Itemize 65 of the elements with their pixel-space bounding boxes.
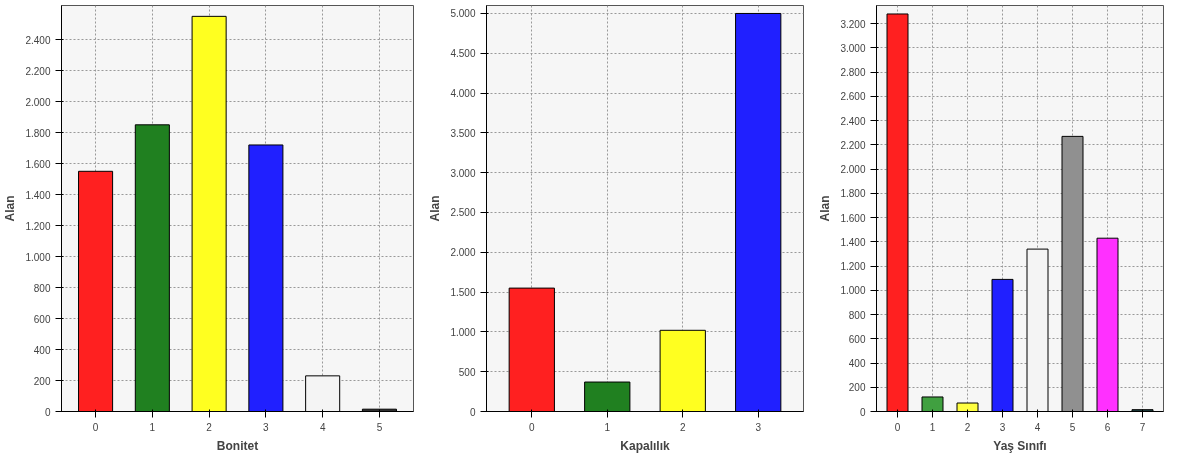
y-tick-label: 200 — [848, 382, 866, 394]
y-tick-label: 0 — [469, 406, 476, 418]
y-tick-label: 1.600 — [840, 212, 866, 224]
x-tick-label: 5 — [376, 421, 383, 433]
y-axis-title: Alan — [3, 195, 18, 222]
y-tick-label: 2.000 — [25, 96, 51, 108]
y-tick-label: 3.000 — [840, 42, 866, 54]
y-tick-label: 2.800 — [840, 67, 866, 79]
y-tick-label: 1.000 — [450, 326, 476, 338]
y-tick-label: 600 — [848, 333, 866, 345]
y-tick-label: 3.000 — [450, 167, 476, 179]
x-tick-label: 0 — [92, 421, 99, 433]
y-tick-label: 1.200 — [840, 261, 866, 273]
y-tick-label: 1.400 — [25, 189, 51, 201]
x-tick-label: 2 — [206, 421, 213, 433]
x-tick-label: 2 — [964, 421, 971, 433]
y-tick-label: 0 — [859, 406, 866, 418]
x-tick-label: 1 — [149, 421, 156, 433]
y-tick-label: 800 — [33, 282, 51, 294]
x-tick-label: 0 — [894, 421, 901, 433]
y-tick-label: 1.500 — [450, 287, 476, 299]
y-tick-label: 2.200 — [840, 139, 866, 151]
y-tick-label: 2.000 — [840, 164, 866, 176]
y-tick-label: 2.400 — [25, 34, 51, 46]
x-tick-label: 3 — [755, 421, 762, 433]
y-tick-label: 4.000 — [450, 88, 476, 100]
x-tick-label: 1 — [929, 421, 936, 433]
y-tick-label: 1.200 — [25, 220, 51, 232]
y-tick-label: 600 — [33, 313, 51, 325]
y-tick-label: 1.800 — [25, 127, 51, 139]
y-tick-label: 2.000 — [450, 247, 476, 259]
y-tick-label: 400 — [33, 344, 51, 356]
x-tick-label: 2 — [679, 421, 686, 433]
y-tick-label: 2.200 — [25, 65, 51, 77]
x-axis-title: Kapalılık — [620, 438, 670, 453]
y-tick-label: 3.500 — [450, 127, 476, 139]
y-tick-label: 1.000 — [25, 251, 51, 263]
y-tick-label: 1.800 — [840, 188, 866, 200]
y-tick-label: 800 — [848, 309, 866, 321]
y-axis-title: Alan — [428, 195, 443, 222]
x-tick-label: 7 — [1139, 421, 1146, 433]
x-tick-label: 5 — [1069, 421, 1076, 433]
y-tick-label: 4.500 — [450, 48, 476, 60]
x-tick-label: 0 — [529, 421, 535, 433]
x-tick-label: 6 — [1104, 421, 1111, 433]
y-tick-label: 0 — [44, 406, 51, 418]
x-tick-label: 3 — [263, 421, 270, 433]
y-tick-label: 3.200 — [840, 18, 866, 30]
y-tick-label: 400 — [848, 358, 866, 370]
y-tick-label: 2.600 — [840, 91, 866, 103]
y-tick-label: 2.400 — [840, 115, 866, 127]
x-tick-label: 1 — [604, 421, 611, 433]
y-tick-label: 5.000 — [450, 8, 476, 20]
y-tick-label: 1.400 — [840, 236, 866, 248]
y-tick-label: 1.000 — [840, 285, 866, 297]
x-tick-label: 4 — [1034, 421, 1041, 433]
y-tick-label: 500 — [458, 366, 476, 378]
y-axis-title: Alan — [818, 195, 833, 222]
y-tick-label: 200 — [33, 375, 51, 387]
x-tick-label: 4 — [319, 421, 326, 433]
x-axis-title: Yaş Sınıfı — [993, 438, 1047, 453]
x-tick-label: 3 — [999, 421, 1006, 433]
y-tick-label: 2.500 — [450, 207, 476, 219]
y-tick-label: 1.600 — [25, 158, 51, 170]
x-axis-title: Bonitet — [216, 438, 259, 453]
